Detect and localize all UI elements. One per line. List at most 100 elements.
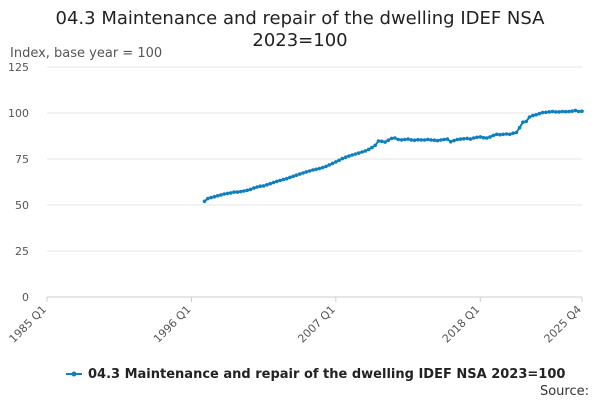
data-point[interactable] <box>399 138 404 142</box>
data-point[interactable] <box>347 154 351 158</box>
data-point[interactable] <box>219 193 223 197</box>
data-point[interactable] <box>222 192 226 196</box>
data-point[interactable] <box>550 109 555 114</box>
data-point[interactable] <box>307 169 312 173</box>
data-point[interactable] <box>261 184 266 188</box>
data-point[interactable] <box>291 174 296 179</box>
data-point[interactable] <box>389 136 394 141</box>
data-point[interactable] <box>429 138 433 142</box>
data-point[interactable] <box>494 132 499 137</box>
data-point[interactable] <box>458 137 463 141</box>
data-point[interactable] <box>416 137 420 142</box>
data-point[interactable] <box>419 138 424 142</box>
data-point[interactable] <box>435 138 440 143</box>
data-point[interactable] <box>570 109 574 113</box>
data-point[interactable] <box>370 145 374 150</box>
data-point[interactable] <box>357 151 361 155</box>
data-point[interactable] <box>350 153 355 157</box>
data-point[interactable] <box>409 138 414 142</box>
data-point[interactable] <box>284 176 289 181</box>
data-point[interactable] <box>573 108 578 113</box>
data-point[interactable] <box>255 185 259 189</box>
data-point[interactable] <box>297 172 302 176</box>
data-point[interactable] <box>514 130 519 135</box>
data-point[interactable] <box>225 191 230 196</box>
data-point[interactable] <box>311 168 315 172</box>
data-point[interactable] <box>242 189 246 193</box>
data-point[interactable] <box>209 195 213 200</box>
data-point[interactable] <box>337 158 341 163</box>
data-point[interactable] <box>340 156 345 161</box>
data-point[interactable] <box>353 152 358 156</box>
data-point[interactable] <box>268 181 273 186</box>
data-point[interactable] <box>412 138 417 142</box>
data-point[interactable] <box>245 188 249 193</box>
data-point[interactable] <box>465 136 469 141</box>
data-point[interactable] <box>422 138 427 142</box>
data-point[interactable] <box>386 138 391 142</box>
data-point[interactable] <box>531 113 535 118</box>
data-point[interactable] <box>448 139 453 144</box>
data-point[interactable] <box>445 137 450 141</box>
data-point[interactable] <box>248 187 253 192</box>
legend[interactable]: 04.3 Maintenance and repair of the dwell… <box>66 367 565 382</box>
data-point[interactable] <box>540 110 545 115</box>
data-point[interactable] <box>557 110 561 114</box>
data-point[interactable] <box>215 194 220 198</box>
data-point[interactable] <box>235 190 240 194</box>
data-point[interactable] <box>511 131 515 135</box>
data-point[interactable] <box>265 183 269 187</box>
data-point[interactable] <box>508 132 512 137</box>
data-point[interactable] <box>206 196 210 201</box>
data-point[interactable] <box>432 138 437 142</box>
data-point[interactable] <box>462 137 466 141</box>
data-point[interactable] <box>360 150 364 154</box>
data-point[interactable] <box>498 132 502 137</box>
data-point[interactable] <box>314 167 318 172</box>
data-point[interactable] <box>327 163 332 167</box>
data-point[interactable] <box>304 170 309 174</box>
data-point[interactable] <box>324 164 328 169</box>
data-point[interactable] <box>301 171 305 175</box>
data-point[interactable] <box>343 155 348 159</box>
data-point[interactable] <box>517 125 522 130</box>
data-point[interactable] <box>580 109 584 113</box>
data-point[interactable] <box>537 111 542 116</box>
data-point[interactable] <box>373 143 378 148</box>
data-point[interactable] <box>485 136 489 140</box>
data-point[interactable] <box>563 109 568 114</box>
data-point[interactable] <box>501 132 506 137</box>
data-point[interactable] <box>560 109 565 114</box>
data-point[interactable] <box>491 133 496 138</box>
data-point[interactable] <box>330 161 335 166</box>
data-point[interactable] <box>252 186 256 190</box>
data-point[interactable] <box>452 138 456 143</box>
data-point[interactable] <box>202 199 207 204</box>
data-point[interactable] <box>232 190 236 194</box>
data-point[interactable] <box>320 165 325 170</box>
data-point[interactable] <box>504 132 509 136</box>
data-point[interactable] <box>478 135 483 139</box>
data-point[interactable] <box>439 138 443 142</box>
data-point[interactable] <box>521 120 525 124</box>
data-point[interactable] <box>553 110 558 114</box>
data-point[interactable] <box>281 177 286 182</box>
data-point[interactable] <box>576 109 581 114</box>
data-point[interactable] <box>396 137 401 142</box>
data-point[interactable] <box>271 180 276 185</box>
data-point[interactable] <box>403 137 407 142</box>
data-point[interactable] <box>471 136 476 140</box>
data-point[interactable] <box>393 136 397 140</box>
data-point[interactable] <box>288 175 292 180</box>
data-point[interactable] <box>275 179 279 184</box>
data-point[interactable] <box>475 135 479 140</box>
data-point[interactable] <box>468 137 473 141</box>
data-point[interactable] <box>406 137 410 141</box>
data-point[interactable] <box>383 140 387 144</box>
data-point[interactable] <box>212 194 217 199</box>
data-point[interactable] <box>380 139 384 144</box>
data-point[interactable] <box>481 135 486 140</box>
data-point[interactable] <box>567 109 571 114</box>
data-point[interactable] <box>334 160 338 164</box>
data-point[interactable] <box>425 137 430 142</box>
